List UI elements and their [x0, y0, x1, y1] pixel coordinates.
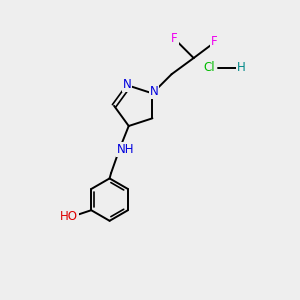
Text: N: N — [123, 78, 132, 91]
Text: HO: HO — [60, 210, 78, 223]
Text: Cl: Cl — [203, 61, 215, 74]
Text: NH: NH — [117, 143, 134, 156]
Text: N: N — [149, 85, 158, 98]
Text: F: F — [211, 35, 217, 48]
Text: H: H — [237, 61, 246, 74]
Text: F: F — [171, 32, 178, 45]
